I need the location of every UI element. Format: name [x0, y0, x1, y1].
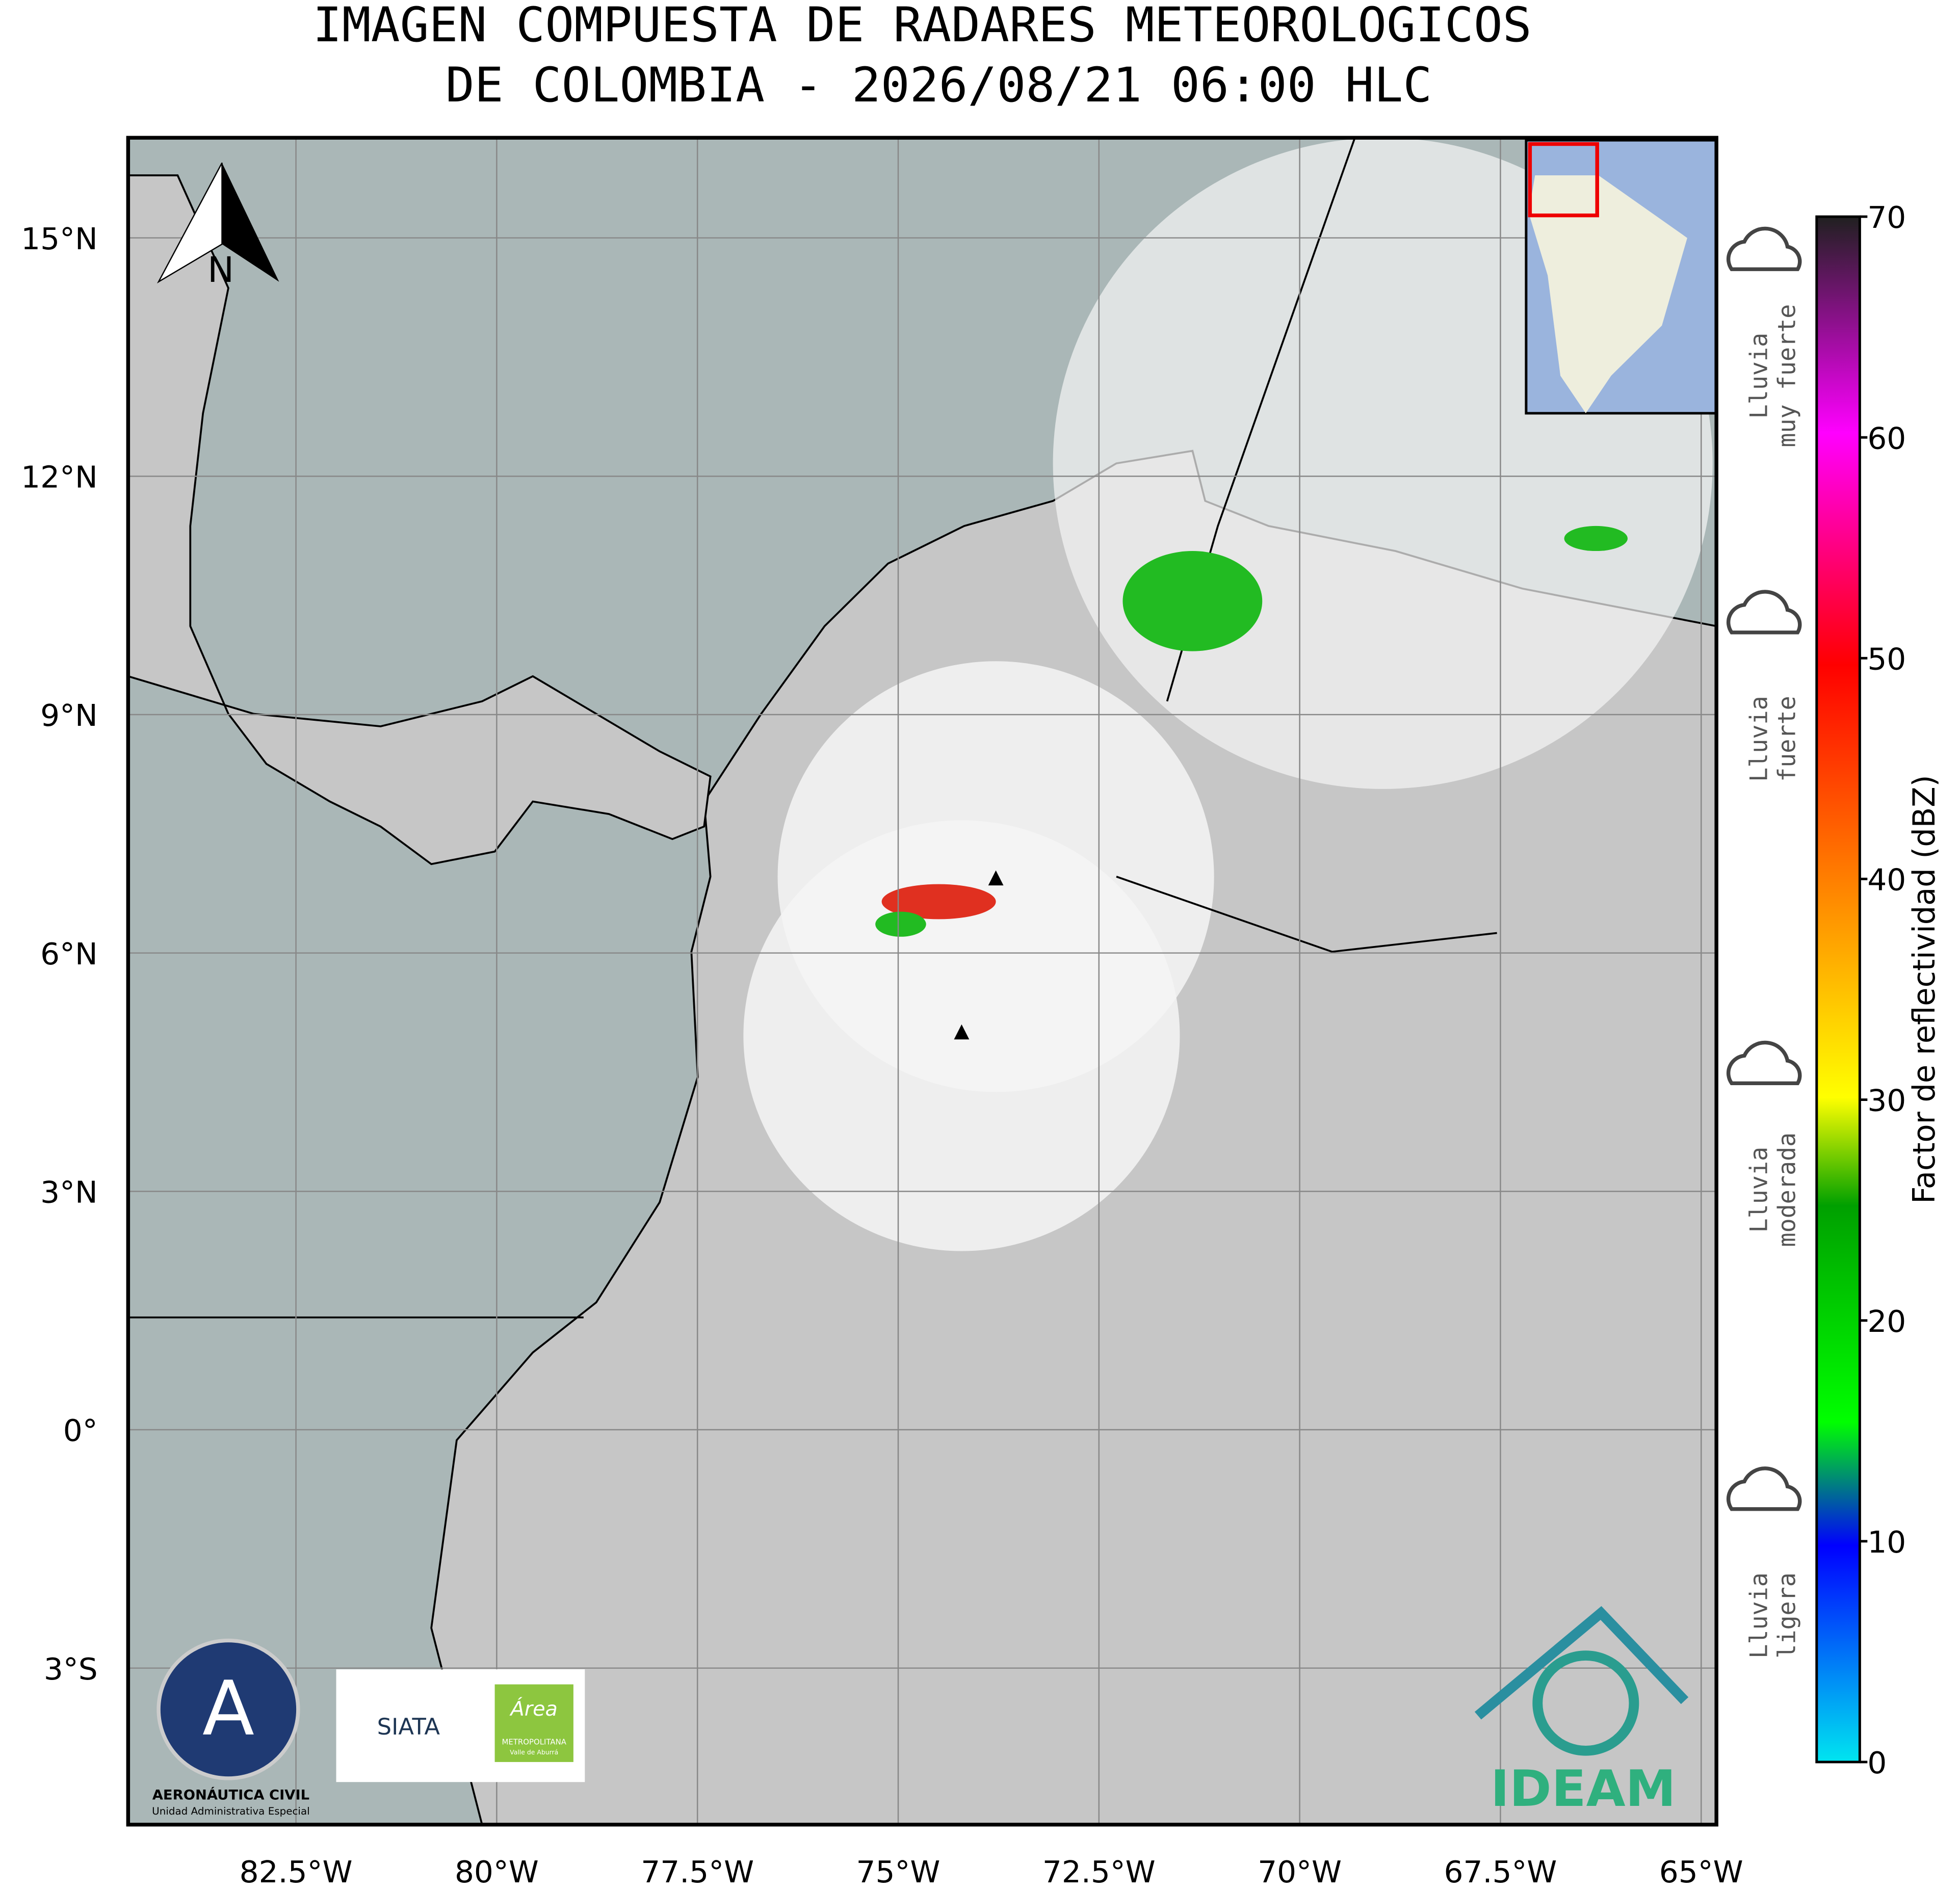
- radar-site: [988, 870, 1004, 886]
- logo-ideam-roof: [1474, 1606, 1689, 1720]
- logo-siata: SIATA: [377, 1714, 440, 1740]
- rain-label: Lluvia moderada: [1745, 1133, 1801, 1247]
- rain-label: Lluvia fuerte: [1745, 696, 1801, 782]
- y-tick-label: 3°S: [44, 1651, 98, 1687]
- x-tick-label: 70°W: [1258, 1854, 1342, 1889]
- y-tick-label: 9°N: [40, 698, 98, 733]
- colorbar-tick-label: 30: [1867, 1083, 1906, 1118]
- colorbar-label: Factor de reflectividad (dBZ): [1906, 775, 1942, 1203]
- colorbar-tick-label: 60: [1867, 421, 1906, 456]
- colorbar-tick-label: 10: [1867, 1525, 1906, 1560]
- x-tick-label: 82.5°W: [240, 1854, 353, 1889]
- y-tick-label: 12°N: [21, 460, 98, 495]
- logo-mark: A: [202, 1665, 254, 1752]
- logo-text: Valle de Aburrá: [510, 1749, 558, 1756]
- logo-text: METROPOLITANA: [502, 1738, 566, 1747]
- x-tick-label: 65°W: [1659, 1854, 1743, 1889]
- rain-label-line: fuerte: [1773, 696, 1801, 782]
- logo-ideam-swirl: [1532, 1650, 1639, 1756]
- x-tick-label: 80°W: [455, 1854, 539, 1889]
- x-tick-label: 72.5°W: [1042, 1854, 1156, 1889]
- colorbar-tick-label: 50: [1867, 642, 1906, 677]
- north-label: N: [207, 250, 234, 290]
- x-tick-label: 77.5°W: [641, 1854, 754, 1889]
- cloud-icon: [1726, 1040, 1802, 1085]
- rain-label-line: Lluvia: [1745, 696, 1773, 782]
- colorbar-tick-label: 70: [1867, 200, 1906, 235]
- rain-label-line: muy fuerte: [1773, 304, 1801, 448]
- echo: [1564, 526, 1628, 551]
- rain-label-line: Lluvia: [1745, 1147, 1773, 1233]
- rain-label-line: ligera: [1773, 1572, 1801, 1659]
- echo: [875, 911, 926, 937]
- inset-land: [1528, 175, 1687, 413]
- cloud-icon: [1726, 1466, 1802, 1511]
- rain-label-line: Lluvia: [1745, 1572, 1773, 1659]
- map-frame: [126, 136, 1718, 1827]
- x-tick-label: 67.5°W: [1444, 1854, 1557, 1889]
- y-tick-label: 15°N: [21, 221, 98, 256]
- y-tick-label: 3°N: [40, 1175, 98, 1210]
- colorbar: [1815, 215, 1861, 1764]
- radar-site: [954, 1024, 970, 1040]
- y-tick-label: 6°N: [40, 936, 98, 971]
- echo: [1122, 551, 1263, 651]
- cloud-icon: [1726, 590, 1802, 635]
- colorbar-tick-label: 40: [1867, 862, 1906, 898]
- map: N A AERONÁUTICA CIVIL Unidad Administrat…: [128, 138, 1717, 1825]
- logo-text: AERONÁUTICA CIVIL: [152, 1787, 309, 1803]
- rain-label-line: Lluvia: [1745, 333, 1773, 419]
- cloud-icon: [1726, 226, 1802, 271]
- rain-label: Lluvia muy fuerte: [1745, 304, 1801, 448]
- inset-box: [1528, 142, 1599, 218]
- logo-text: Área: [509, 1697, 557, 1721]
- colorbar-tick-label: 20: [1867, 1304, 1906, 1339]
- logo-aerocivil: [156, 1638, 300, 1780]
- boundary: [1116, 876, 1497, 953]
- logo-text: Unidad Administrativa Especial: [152, 1805, 310, 1817]
- rain-label-line: moderada: [1773, 1133, 1801, 1247]
- title-line: DE COLOMBIA - 2026/08/21 06:00 HLC: [446, 58, 1432, 113]
- rain-label: Lluvia ligera: [1745, 1572, 1801, 1659]
- title-line: IMAGEN COMPUESTA DE RADARES METEOROLOGIC…: [313, 0, 1532, 53]
- echo: [881, 884, 996, 920]
- x-tick-label: 75°W: [856, 1854, 940, 1889]
- y-tick-label: 0°: [63, 1413, 98, 1448]
- colorbar-tick-label: 0: [1867, 1745, 1887, 1780]
- logo-ideam: IDEAM: [1491, 1760, 1676, 1818]
- logo-area: [494, 1684, 573, 1762]
